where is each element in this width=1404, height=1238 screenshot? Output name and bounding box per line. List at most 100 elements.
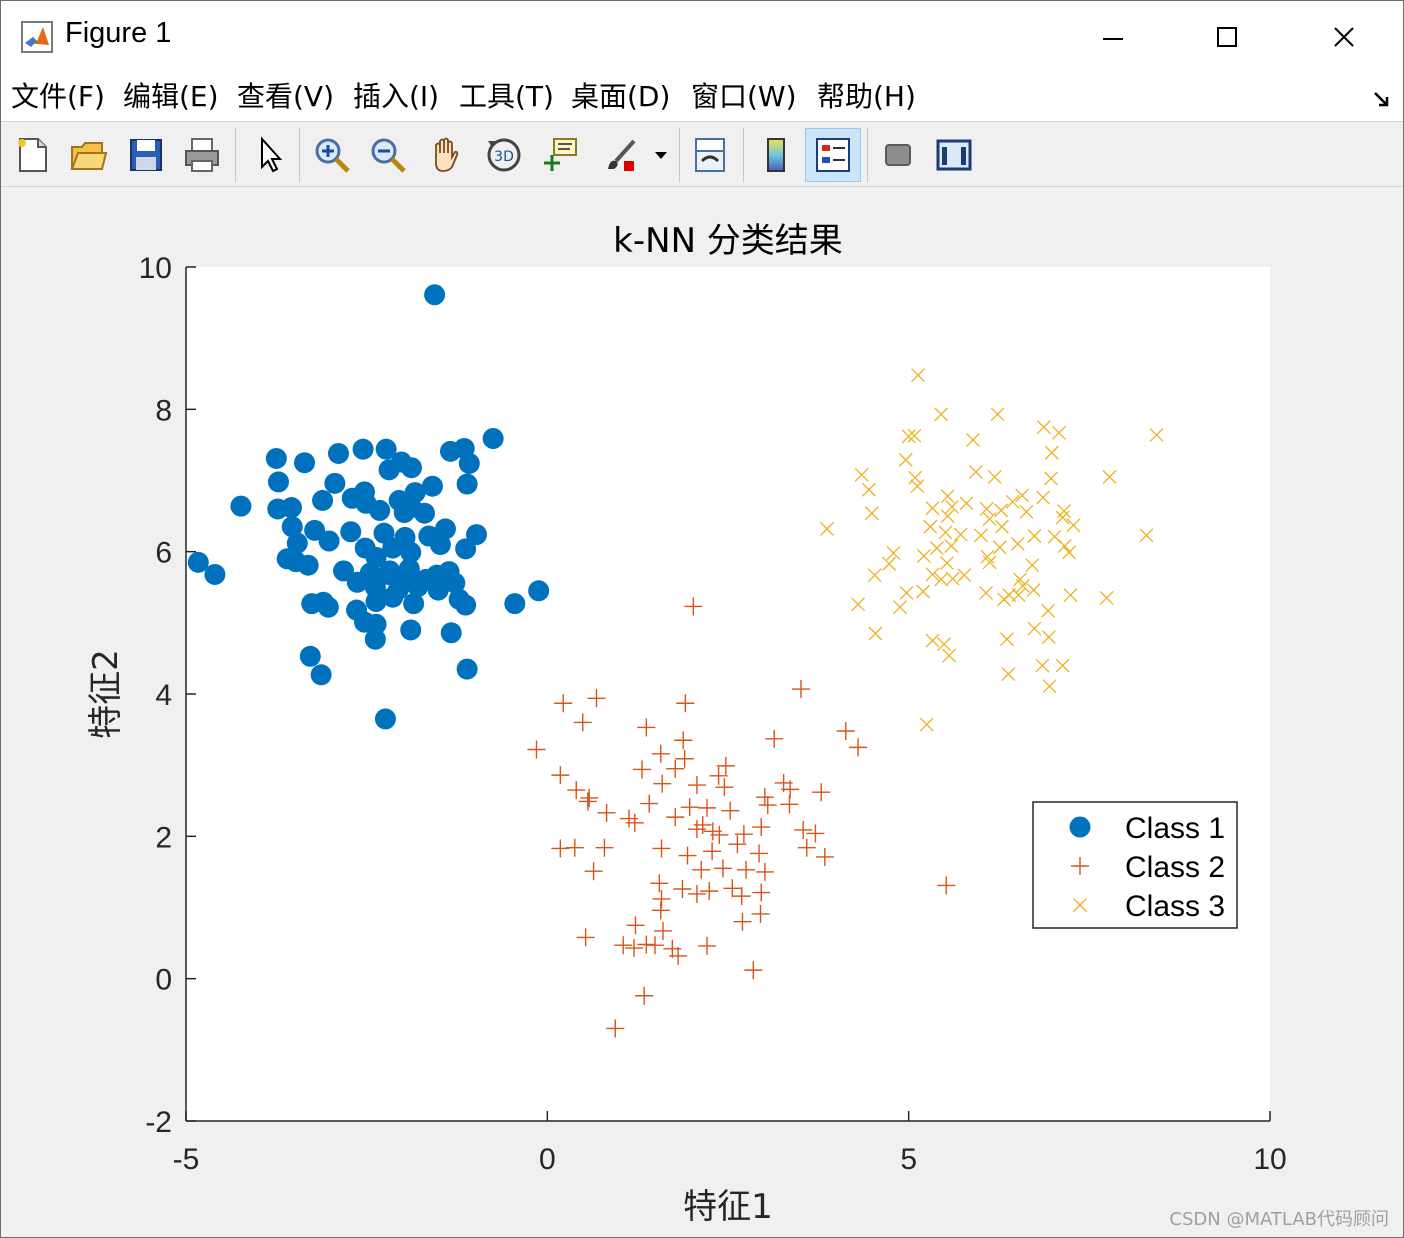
menu-view[interactable]: 查看(V) [237,80,335,113]
data-point-class1 [458,452,480,474]
data-point-class2 [527,740,546,759]
pan-button[interactable] [421,128,471,182]
data-point-class2 [633,760,652,779]
data-point-class3 [1042,679,1057,694]
matlab-logo-icon [21,21,53,53]
data-point-class3 [957,568,972,583]
colorbar-button[interactable] [751,128,801,182]
select-button[interactable] [245,128,295,182]
zoom-in-button[interactable] [307,128,357,182]
scatter-points [187,284,1164,1038]
data-point-class3 [925,633,940,648]
data-point-class1 [382,537,404,559]
legend-button[interactable] [805,128,861,182]
axes-background[interactable] [186,267,1270,1121]
link-plot-button[interactable] [685,128,735,182]
data-point-class2 [580,788,599,807]
hide-plot-tools-icon [885,144,911,166]
data-point-class2 [587,689,606,708]
show-plot-tools-button[interactable] [929,128,979,182]
data-point-class3 [999,632,1014,647]
data-point-class3 [1001,667,1016,682]
maximize-button[interactable] [1197,11,1257,63]
y-tick-label: 2 [155,821,172,854]
data-point-class3 [1036,420,1051,435]
data-point-class3 [867,568,882,583]
dock-arrow-icon[interactable] [1371,87,1395,111]
data-point-class1 [204,563,226,585]
data-cursor-button[interactable] [535,128,585,182]
menu-edit[interactable]: 编辑(E) [123,80,219,113]
menu-tools[interactable]: 工具(T) [459,80,554,113]
print-button[interactable] [177,128,227,182]
data-point-class3 [1149,427,1164,442]
data-point-class2 [723,879,742,898]
save-button[interactable] [121,128,171,182]
open-file-button[interactable] [63,128,113,182]
data-point-class3 [994,519,1009,534]
data-point-class2 [751,904,770,923]
data-point-class3 [944,539,959,553]
data-point-class1 [327,442,349,464]
new-figure-button[interactable] [7,128,57,182]
toolbar-separator [743,128,744,182]
data-point-class1 [444,572,466,594]
rotate-3d-button[interactable]: 3D [479,128,529,182]
data-point-class2 [626,916,645,935]
x-tick-label: -5 [173,1143,200,1176]
menu-insert[interactable]: 插入(I) [353,80,440,113]
close-button[interactable] [1314,11,1374,63]
data-point-class2 [673,879,692,898]
data-point-class3 [1099,590,1114,605]
data-point-class3 [1041,603,1056,618]
data-point-class1 [352,438,374,460]
chevron-down-icon [655,152,667,159]
menu-file[interactable]: 文件(F) [11,80,105,113]
data-point-class2 [698,798,717,817]
data-point-class1 [403,593,425,615]
data-point-class3 [919,717,934,732]
data-point-class1 [317,596,339,618]
data-point-class1 [504,593,526,615]
data-point-class1 [369,499,391,521]
brush-dropdown-button[interactable] [647,128,675,182]
zoom-out-button[interactable] [363,128,413,182]
data-point-class2 [637,935,656,954]
minimize-icon [1103,38,1123,40]
data-point-class2 [806,824,825,843]
data-point-class1 [466,524,488,546]
menu-help[interactable]: 帮助(H) [817,80,916,113]
data-point-class2 [651,901,670,920]
data-point-class3 [916,584,931,599]
menu-desktop[interactable]: 桌面(D) [571,80,671,113]
open-file-icon [70,142,108,170]
data-point-class3 [992,540,1007,555]
data-point-class1 [375,438,397,460]
toolbar-separator [299,128,300,182]
data-point-class2 [780,795,799,814]
data-point-class2 [652,889,671,908]
data-point-class3 [916,548,931,563]
data-point-class3 [886,546,901,561]
menu-window[interactable]: 窗口(W) [691,80,797,113]
legend[interactable]: Class 1 Class 2 Class 3 [1032,801,1238,929]
data-point-class3 [940,556,954,571]
data-point-class1 [390,568,412,590]
data-point-class3 [910,479,925,494]
data-point-class1 [230,495,252,517]
minimize-button[interactable] [1083,11,1143,63]
data-point-class3 [851,597,866,612]
data-point-class2 [687,820,706,839]
legend-icon [816,138,850,172]
hide-plot-tools-button[interactable] [873,128,923,182]
data-point-class3 [987,469,1002,484]
data-point-class2 [625,939,644,958]
brush-button[interactable] [597,128,647,182]
data-point-class1 [268,471,290,493]
data-point-class1 [324,472,346,494]
data-point-class1 [400,541,422,563]
data-point-class2 [687,884,706,903]
legend-label: Class 1 [1125,812,1225,845]
data-point-class2 [614,936,633,955]
